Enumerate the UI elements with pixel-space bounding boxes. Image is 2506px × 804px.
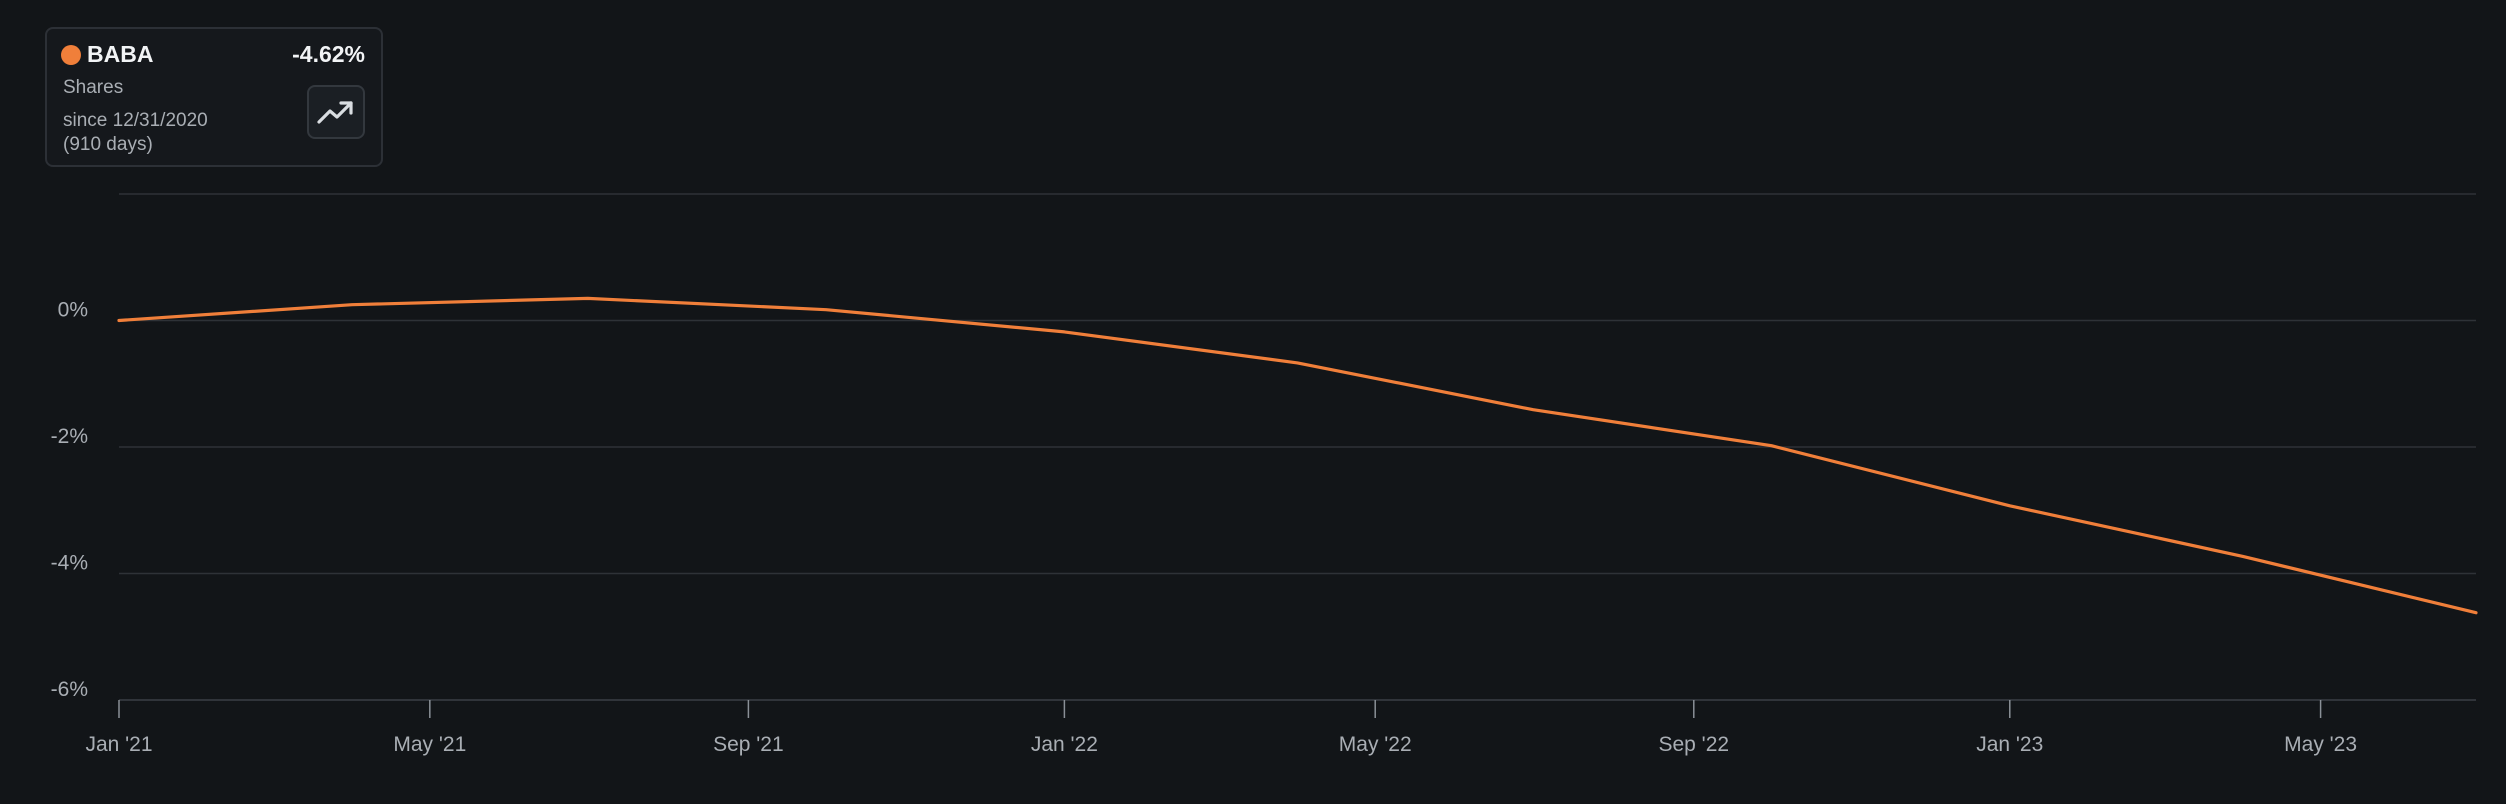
series-legend-card[interactable]: BABA -4.62% Shares since 12/31/2020 (910… — [45, 27, 383, 167]
y-tick-label: -2% — [51, 425, 88, 448]
series-color-dot — [61, 45, 81, 65]
trending-up-icon — [317, 101, 353, 124]
x-axis: Jan '21 May '21 Sep '21 Jan '22 May '22 Sep '… — [85, 700, 2357, 756]
series-layer — [117, 296, 2478, 615]
series-line-baba — [117, 296, 2478, 615]
x-tick-label: Sep '21 — [713, 733, 784, 756]
x-tick-label: May '23 — [2284, 733, 2357, 756]
legend-subtitle: Shares — [63, 77, 124, 98]
y-tick-label: -6% — [51, 678, 88, 701]
legend-ticker: BABA — [87, 41, 154, 67]
y-tick-label: -4% — [51, 552, 88, 575]
legend-since: since 12/31/2020 (910 days) — [63, 109, 208, 157]
chart-type-button[interactable] — [307, 85, 365, 139]
y-axis-labels: 0% -2% -4% -6% — [51, 299, 88, 702]
legend-change-percent: -4.62% — [292, 41, 365, 67]
legend-since-date: since 12/31/2020 — [63, 110, 208, 131]
legend-since-days: (910 days) — [63, 134, 153, 155]
x-tick-label: Jan '23 — [1976, 733, 2043, 756]
x-tick-label: May '22 — [1339, 733, 1412, 756]
grid-lines — [119, 193, 2476, 701]
x-tick-label: Jan '22 — [1031, 733, 1098, 756]
x-tick-label: Sep '22 — [1658, 733, 1729, 756]
x-tick-label: Jan '21 — [85, 733, 152, 756]
x-tick-label: May '21 — [393, 733, 466, 756]
y-tick-label: 0% — [58, 299, 88, 322]
